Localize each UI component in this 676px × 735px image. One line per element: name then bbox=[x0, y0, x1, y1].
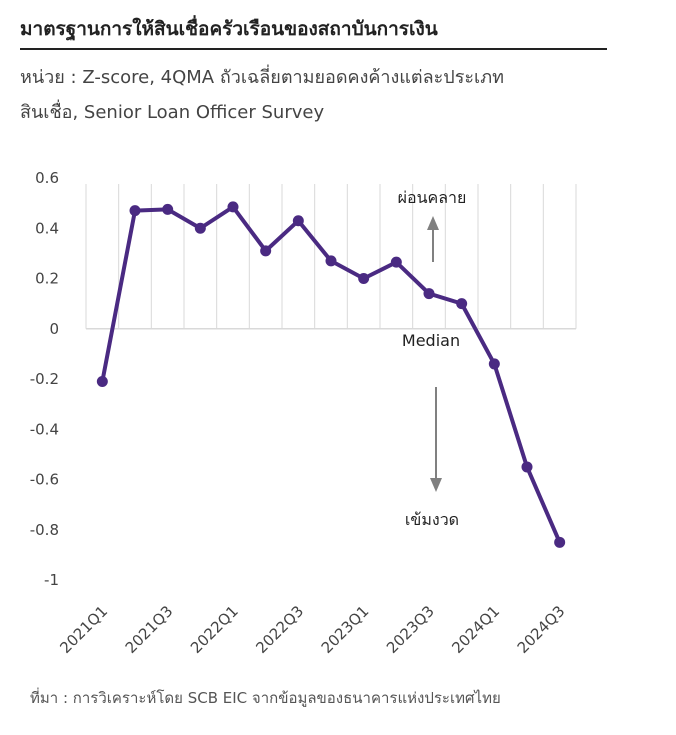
y-tick-label: -1 bbox=[44, 571, 59, 589]
data-point bbox=[521, 461, 533, 473]
x-tick-label: 2024Q3 bbox=[514, 602, 569, 657]
chart-title: มาตรฐานการให้สินเชื่อครัวเรือนของสถาบันก… bbox=[20, 18, 438, 40]
y-tick-label: 0 bbox=[49, 320, 59, 338]
data-point bbox=[96, 376, 108, 388]
chart-subtitle: หน่วย : Z-score, 4QMA ถัวเฉลี่ยตามยอดคงค… bbox=[20, 60, 640, 130]
source-note: ที่มา : การวิเคราะห์โดย SCB EIC จากข้อมู… bbox=[30, 689, 501, 707]
x-tick-label: 2024Q1 bbox=[448, 602, 503, 657]
x-tick-label: 2021Q1 bbox=[56, 602, 111, 657]
title-underline bbox=[20, 48, 607, 50]
y-tick-label: -0.6 bbox=[30, 471, 59, 489]
x-tick-label: 2021Q3 bbox=[122, 602, 177, 657]
annotations: ผ่อนคลาย Median เข้มงวด bbox=[398, 188, 467, 529]
x-tick-label: 2023Q1 bbox=[318, 602, 373, 657]
data-point bbox=[227, 201, 239, 213]
x-tick-label: 2022Q1 bbox=[187, 602, 242, 657]
data-point bbox=[488, 358, 500, 370]
data-point bbox=[325, 255, 337, 267]
arrow-up-icon bbox=[427, 216, 439, 230]
y-tick-label: 0.2 bbox=[35, 270, 59, 288]
data-point bbox=[129, 205, 141, 217]
y-tick-label: 0.6 bbox=[35, 169, 59, 187]
data-point bbox=[456, 298, 468, 310]
data-point bbox=[194, 222, 206, 234]
annotation-tightening: เข้มงวด bbox=[405, 510, 459, 529]
y-tick-label: -0.4 bbox=[30, 420, 59, 438]
subtitle-line-2: สินเชื่อ, Senior Loan Officer Survey bbox=[20, 102, 325, 123]
data-point bbox=[390, 256, 402, 268]
data-point bbox=[260, 245, 272, 257]
data-point bbox=[554, 536, 566, 548]
arrow-down-icon bbox=[430, 478, 442, 492]
grid-lines bbox=[85, 184, 577, 329]
data-point bbox=[292, 215, 304, 227]
subtitle-line-1: หน่วย : Z-score, 4QMA ถัวเฉลี่ยตามยอดคงค… bbox=[20, 67, 504, 88]
series bbox=[96, 201, 566, 548]
annotation-median: Median bbox=[402, 331, 460, 350]
data-point bbox=[358, 273, 370, 284]
tick-labels: 0.6 0.4 0.2 0 -0.2 -0.4 -0.6 -0.8 -1 2021Q1 2021Q3… bbox=[30, 169, 569, 657]
y-tick-label: 0.4 bbox=[35, 219, 59, 237]
data-point bbox=[423, 288, 435, 300]
x-tick-label: 2023Q3 bbox=[383, 602, 438, 657]
x-tick-label: 2022Q3 bbox=[252, 602, 307, 657]
annotation-easing: ผ่อนคลาย bbox=[398, 188, 467, 207]
data-point bbox=[162, 203, 174, 215]
y-tick-label: -0.8 bbox=[30, 521, 59, 539]
y-tick-label: -0.2 bbox=[30, 370, 59, 388]
